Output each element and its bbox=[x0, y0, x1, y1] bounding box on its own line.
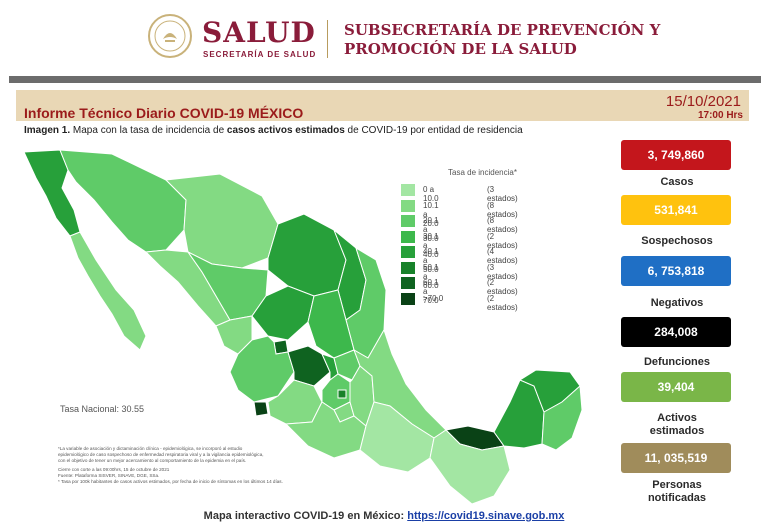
map-state-oaxaca bbox=[359, 401, 435, 473]
stat-value-3: 284,008 bbox=[621, 317, 731, 347]
legend-range: 30.1 a 40.0 bbox=[423, 231, 439, 259]
footnote-line: * Tasa por 100k habitantes de casos acti… bbox=[58, 479, 283, 484]
footer: Mapa interactivo COVID-19 en México: htt… bbox=[0, 510, 768, 522]
legend-count: (8 estados) bbox=[487, 216, 518, 234]
legend-count: (3 estados) bbox=[487, 185, 518, 203]
stat-label-2: Negativos bbox=[650, 297, 704, 309]
map-state-guanajuato bbox=[287, 345, 331, 387]
legend-range: 0 a 10.0 bbox=[423, 185, 439, 203]
map-state-guerrero bbox=[284, 401, 367, 459]
subsecretaria-title: SUBSECRETARÍA DE PREVENCIÓN Y PROMOCIÓN … bbox=[344, 21, 660, 59]
legend-count: (8 estados) bbox=[487, 200, 518, 219]
map-state-coahuila bbox=[267, 213, 347, 297]
legend-range: 50.1 a 60.0 bbox=[423, 262, 439, 290]
map-state-chiapas bbox=[429, 429, 511, 505]
legend-swatch bbox=[401, 215, 415, 227]
secretaria-de-salud-label: SECRETARÍA DE SALUD bbox=[203, 50, 317, 59]
stat-value-5: 11, 035,519 bbox=[621, 443, 731, 473]
legend-swatch bbox=[401, 261, 415, 274]
image-caption: Imagen 1. Mapa con la tasa de incidencia… bbox=[24, 125, 523, 136]
map-state-baja-california-sur bbox=[69, 231, 147, 351]
report-time: 17:00 Hrs bbox=[697, 110, 743, 121]
legend-swatch bbox=[401, 230, 415, 243]
legend-count: (4 estados) bbox=[487, 247, 518, 265]
legend-count: (2 estados) bbox=[487, 231, 518, 250]
report-band bbox=[16, 90, 749, 121]
report-date: 15/10/2021 bbox=[665, 93, 741, 110]
legend-title: Tasa de incidencia* bbox=[448, 168, 517, 177]
footnote-line: epidemiológico de caso sospechoso de enf… bbox=[58, 452, 264, 457]
stat-label-1: Sospechosos bbox=[641, 235, 713, 247]
legend-count: (2 estados) bbox=[487, 293, 518, 312]
national-rate: Tasa Nacional: 30.55 bbox=[60, 404, 145, 414]
footnote-line: *La variable de asociación y dictaminaci… bbox=[58, 446, 243, 451]
map-state-quintana-roo bbox=[541, 384, 583, 451]
header: SALUD SECRETARÍA DE SALUD SUBSECRETARÍA … bbox=[0, 0, 768, 74]
stat-label-4: Activos estimados bbox=[649, 412, 705, 437]
caption-prefix: Imagen 1. bbox=[24, 125, 71, 136]
legend-swatch bbox=[401, 277, 415, 289]
legend-count: (2 estados) bbox=[487, 278, 518, 296]
legend-range: >70.0 bbox=[423, 293, 444, 303]
salud-brand: SALUD bbox=[202, 16, 316, 49]
subsecretaria-line-1: SUBSECRETARÍA DE PREVENCIÓN Y bbox=[344, 21, 661, 39]
caption-bold: casos activos estimados bbox=[226, 125, 345, 136]
footnote-line: Cierre con corte a las 09:00hrs, 15 de o… bbox=[58, 467, 170, 472]
legend-swatch bbox=[401, 199, 415, 212]
map-state-zacatecas bbox=[251, 285, 315, 341]
stat-value-4: 39,404 bbox=[621, 372, 731, 402]
caption-text-1: Mapa con la tasa de incidencia de bbox=[70, 125, 227, 136]
footnote-line: con el objetivo de tener un mejor acerca… bbox=[58, 458, 247, 463]
legend-count: (3 estados) bbox=[487, 262, 518, 281]
header-separator-bar bbox=[9, 76, 761, 83]
map-state-colima bbox=[253, 401, 269, 417]
footer-text: Mapa interactivo COVID-19 en México: bbox=[203, 510, 408, 522]
legend-range: 60.1 a 70.0 bbox=[423, 278, 439, 305]
caption-text-2: de COVID-19 por entidad de residencia bbox=[344, 125, 523, 136]
legend-swatch bbox=[401, 292, 415, 305]
interactive-map-link[interactable]: https://covid19.sinave.gob.mx bbox=[407, 510, 565, 522]
eagle-seal-icon bbox=[154, 20, 186, 52]
legend-range: 20.1 a 30.0 bbox=[423, 216, 439, 243]
legend-range: 40.1 a 50.0 bbox=[423, 247, 439, 274]
stat-label-5: Personas notificadas bbox=[647, 479, 707, 504]
government-seal-icon bbox=[148, 14, 192, 58]
stat-value-1: 531,841 bbox=[621, 195, 731, 225]
report-title: Informe Técnico Diario COVID-19 MÉXICO bbox=[24, 105, 304, 121]
footnotes: *La variable de asociación y dictaminaci… bbox=[58, 446, 358, 485]
stat-label-0: Casos bbox=[660, 176, 694, 188]
stat-label-3: Defunciones bbox=[643, 356, 710, 368]
mexico-incidence-map bbox=[23, 149, 583, 505]
map-state-cdmx bbox=[337, 389, 347, 399]
footnote-line: Fuente: Plataforma SISVER, SINAVE, DGE, … bbox=[58, 473, 160, 478]
stat-value-0: 3, 749,860 bbox=[621, 140, 731, 170]
stat-value-2: 6, 753,818 bbox=[621, 256, 731, 286]
legend-range: 10.1 a 20.0 bbox=[423, 200, 439, 228]
legend-swatch bbox=[401, 246, 415, 258]
header-divider bbox=[327, 20, 328, 58]
subsecretaria-line-2: PROMOCIÓN DE LA SALUD bbox=[344, 40, 577, 58]
legend-swatch bbox=[401, 184, 415, 196]
